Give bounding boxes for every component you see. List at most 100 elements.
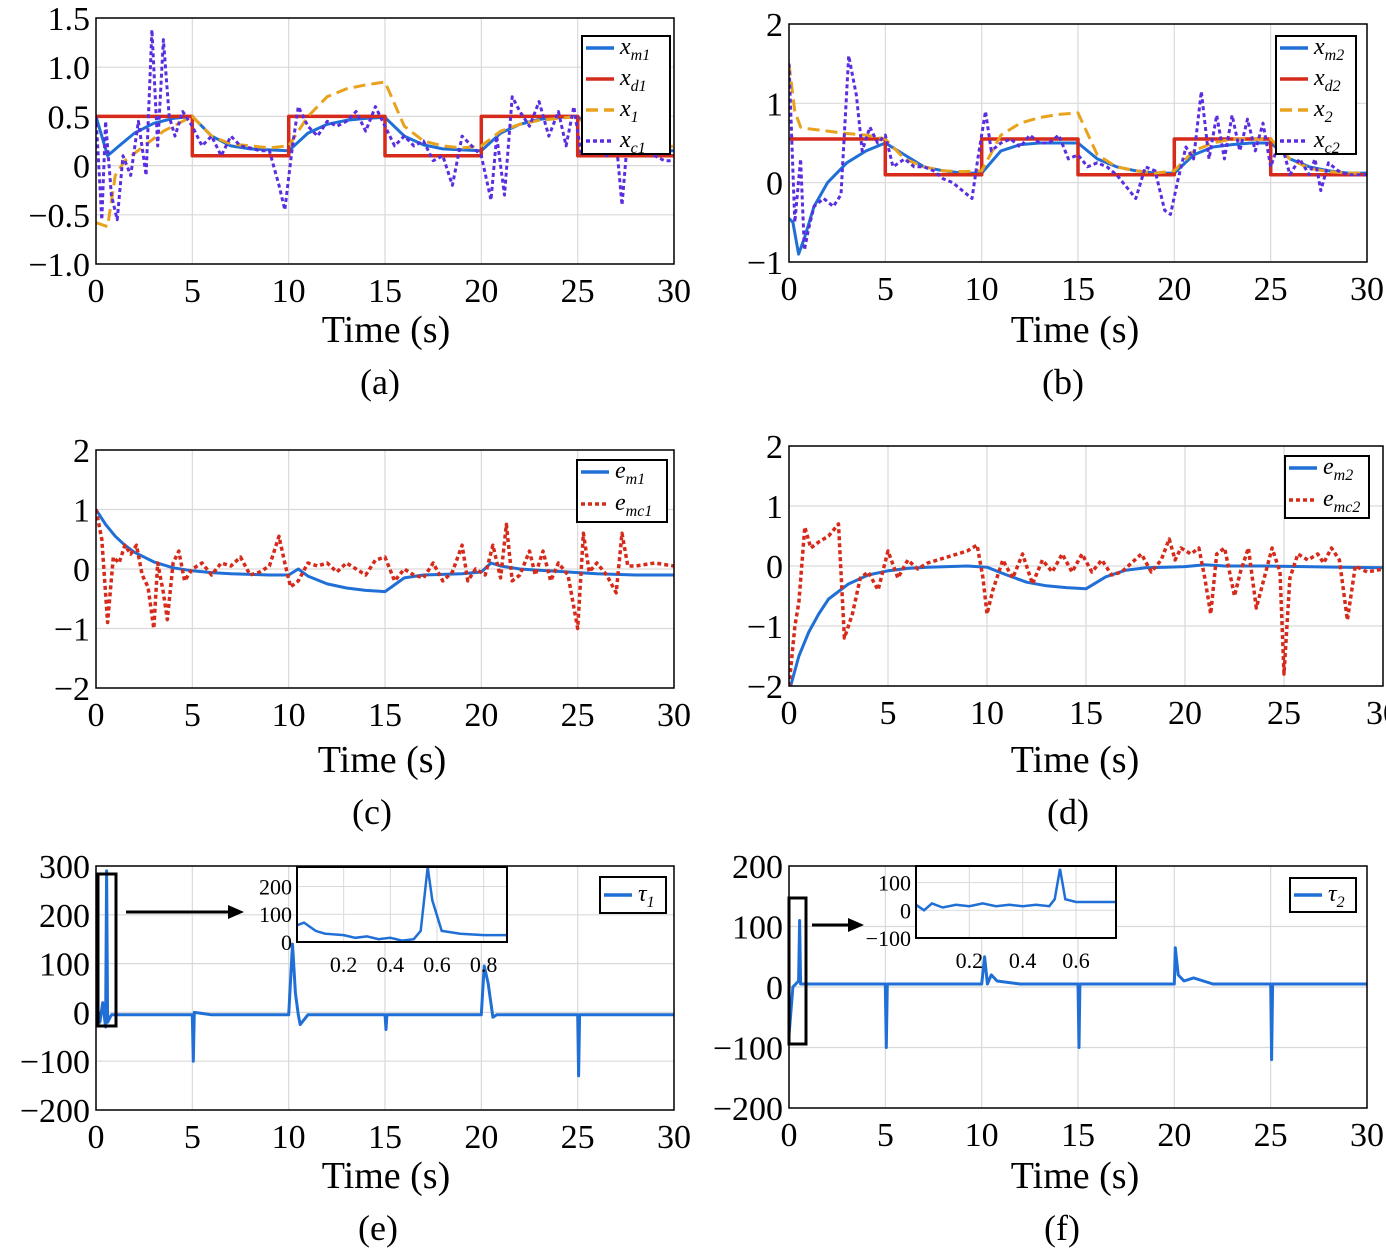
plot-area-c (95, 449, 675, 689)
ytick-label: −1 (747, 245, 783, 282)
xtick-label: 10 (272, 1119, 306, 1156)
xlabel-a: Time (s) (322, 309, 450, 351)
series-line-tau-2 (789, 919, 1367, 1062)
xtick-label: 5 (877, 271, 894, 308)
zoom-arrow-f (812, 918, 864, 932)
caption-d: (d) (1047, 792, 1089, 832)
zoom-box-f (787, 896, 808, 1046)
inset-ytick-label: 100 (878, 871, 911, 896)
inset-xtick-label: 0.2 (330, 952, 358, 977)
ytick-label: 0 (73, 552, 90, 589)
xtick-label: 30 (1350, 1117, 1384, 1154)
yticks-a: 1.5 1.0 0.5 0 −0.5 −1.0 (28, 1, 90, 284)
axes-box-d (788, 445, 1384, 687)
xtick-label: 25 (1254, 271, 1288, 308)
ytick-label: 0 (766, 549, 783, 586)
series-line-x-c1 (96, 28, 674, 222)
xlabel-c: Time (s) (318, 739, 446, 781)
yticks-e: 300 200 100 0 −100 −200 (20, 849, 90, 1130)
legend-label: xm1 (619, 34, 650, 64)
legend-label: xd2 (1313, 65, 1341, 95)
xlabel-b: Time (s) (1011, 309, 1139, 351)
ytick-label: 1 (766, 86, 783, 123)
xtick-label: 5 (877, 1117, 894, 1154)
ytick-label: 200 (732, 849, 783, 886)
inset-xtick-label: 0.6 (423, 952, 451, 977)
inset-ytick-label: 0 (281, 930, 292, 955)
ytick-label: 0 (766, 970, 783, 1007)
xtick-label: 10 (272, 697, 306, 734)
ytick-label: 1.5 (48, 1, 91, 38)
ytick-label: 0 (766, 166, 783, 203)
caption-b: (b) (1042, 362, 1084, 402)
xtick-label: 25 (1267, 695, 1301, 732)
xtick-label: 15 (368, 1119, 402, 1156)
ytick-label: 0.5 (48, 99, 91, 136)
legend-label: x2 (1313, 96, 1333, 126)
xtick-label: 10 (965, 1117, 999, 1154)
inset-e: 200 100 0 0.2 0.4 0.6 0.8 (259, 866, 508, 977)
yticks-b: 2 1 0 −1 (747, 7, 783, 282)
xtick-label: 30 (657, 1119, 691, 1156)
xtick-label: 25 (1254, 1117, 1288, 1154)
series-line-e-mc2 (789, 522, 1383, 686)
axes-box-a (95, 17, 675, 265)
legend-e: τ1 (599, 876, 667, 914)
xtick-label: 5 (184, 1119, 201, 1156)
ytick-label: 0 (73, 995, 90, 1032)
xtick-label: 0 (781, 1117, 798, 1154)
xticks-a: 0 5 10 15 20 25 30 (88, 273, 692, 310)
ytick-label: 300 (39, 849, 90, 886)
plot-area-e (95, 865, 675, 1111)
inset-xtick-label: 0.8 (470, 952, 498, 977)
series-line-e-mc1 (96, 509, 674, 631)
ytick-label: 200 (39, 898, 90, 935)
xtick-label: 15 (1061, 1117, 1095, 1154)
inset-ytick-label: −100 (866, 926, 911, 951)
series-line-x-m2 (789, 141, 1367, 256)
ytick-label: 100 (39, 947, 90, 984)
panel-b: 210−1 0 5 10 15 20 25 30 Time (s) (b) xm2xd2x2… (747, 7, 1384, 402)
xtick-label: 10 (970, 695, 1004, 732)
xtick-label: 30 (657, 273, 691, 310)
legend-label: xm2 (1313, 34, 1344, 64)
legend-label: τ1 (638, 881, 655, 911)
ytick-label: −200 (713, 1091, 783, 1128)
xtick-label: 0 (781, 271, 798, 308)
ytick-label: 2 (766, 7, 783, 44)
ytick-label: −100 (713, 1031, 783, 1068)
xtick-label: 0 (88, 697, 105, 734)
xtick-label: 20 (464, 697, 498, 734)
xtick-label: 20 (464, 273, 498, 310)
legend-label: xc2 (1313, 127, 1340, 157)
xtick-label: 30 (1366, 695, 1386, 732)
series-c (96, 508, 674, 631)
ytick-label: −1 (54, 612, 90, 649)
ytick-label: 2 (766, 429, 783, 466)
xtick-label: 15 (368, 273, 402, 310)
series-f (789, 919, 1367, 1062)
ytick-label: −200 (20, 1093, 90, 1130)
ytick-label: −100 (20, 1044, 90, 1081)
xlabel-e: Time (s) (322, 1155, 450, 1197)
inset-series-line (296, 866, 507, 942)
xtick-label: 20 (1157, 271, 1191, 308)
legend-label: x1 (619, 96, 639, 126)
xtick-label: 20 (1157, 1117, 1191, 1154)
xtick-label: 25 (561, 273, 595, 310)
inset-xtick-label: 0.2 (956, 948, 984, 973)
ytick-label: −2 (747, 669, 783, 706)
xlabel-d: Time (s) (1011, 739, 1139, 781)
legend-label: em2 (1323, 454, 1353, 484)
ytick-label: −0.5 (28, 198, 90, 235)
ytick-label: 1 (73, 493, 90, 530)
xticks-b: 0 5 10 15 20 25 30 (781, 271, 1385, 308)
xtick-label: 5 (880, 695, 897, 732)
series-a (96, 28, 674, 229)
yticks-c: 2 1 0 −1 −2 (54, 433, 90, 708)
series-e (96, 869, 674, 1078)
